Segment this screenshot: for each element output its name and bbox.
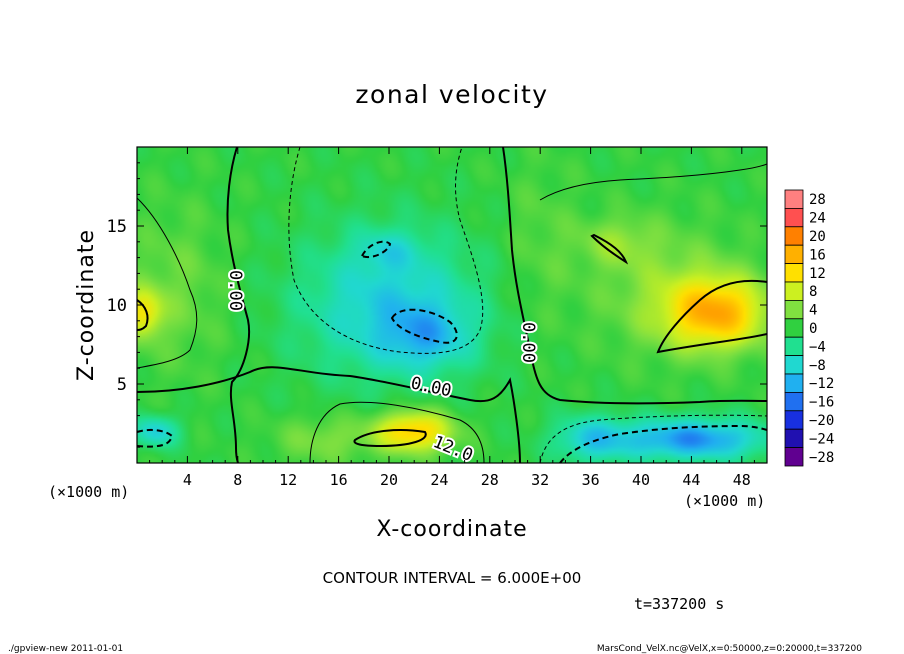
contour-interval: CONTOUR INTERVAL = 6.000E+00 <box>323 569 582 587</box>
footer-left: ./gpview-new 2011-01-01 <box>8 644 123 654</box>
contour-negative-bottom-left <box>136 428 174 448</box>
x-tick-label: 44 <box>682 471 700 489</box>
z-tick-label: 15 <box>107 217 127 237</box>
colorbar-label: −4 <box>809 339 826 355</box>
x-tick-label: 16 <box>330 471 348 489</box>
colorbar-label: −16 <box>809 395 834 411</box>
contour-positive-left <box>136 299 149 331</box>
colorbar-label: −28 <box>809 450 834 466</box>
colorbar-cell <box>784 447 804 467</box>
contour-thin-bottom-right <box>539 414 768 464</box>
footer-right: MarsCond_VelX.nc@VelX,x=0:50000,z=0:2000… <box>597 644 862 654</box>
x-tick-label: 8 <box>233 471 242 489</box>
contour-thin-right <box>539 163 768 201</box>
contour-negative-center <box>390 308 458 344</box>
contour-zero-right <box>502 146 768 405</box>
x-tick-label: 40 <box>632 471 650 489</box>
contour-positive-bottom <box>353 429 427 448</box>
colorbar-cell <box>784 318 804 338</box>
x-tick-label: 32 <box>531 471 549 489</box>
x-unit-left: (×1000 m) <box>48 483 129 501</box>
x-axis: 4 8 12 16 20 24 28 32 36 40 44 48 <box>149 147 755 489</box>
contour-zero-middle <box>136 366 521 464</box>
colorbar-label: 16 <box>809 247 826 263</box>
x-unit-right: (×1000 m) <box>684 492 765 510</box>
contour-lines <box>136 146 768 464</box>
z-tick-label: 10 <box>107 296 127 316</box>
x-tick-label: 36 <box>582 471 600 489</box>
colorbar-label: −24 <box>809 431 834 447</box>
contour-label: 0.00 <box>225 270 245 311</box>
contour-positive-upper-right <box>590 233 629 265</box>
colorbar-cell <box>784 336 804 357</box>
colorbar-label: 0 <box>809 321 817 337</box>
colorbar-label: 8 <box>809 284 817 300</box>
x-tick-label: 12 <box>279 471 297 489</box>
colorbar-label: 20 <box>809 229 826 245</box>
plot-area: 0.00 0.00 0.00 12.0 4 8 12 16 20 24 28 32 36 40 44… <box>107 146 768 489</box>
contour-positive-right <box>656 279 768 354</box>
z-axis: 5 10 15 <box>107 162 767 448</box>
colorbar-cell <box>784 207 804 228</box>
z-tick-label: 5 <box>117 375 127 395</box>
contour-zero-left <box>226 146 250 464</box>
x-tick-label: 48 <box>733 471 751 489</box>
colorbar-cell <box>784 189 804 209</box>
contour-thin-center <box>288 146 484 354</box>
time-stamp: t=337200 s <box>634 595 724 613</box>
contour-thin-bottom <box>309 401 485 464</box>
velocity-field <box>137 147 767 463</box>
colorbar-cell <box>784 428 804 449</box>
chart-title: zonal velocity <box>355 80 548 109</box>
colorbar-cell <box>784 355 804 375</box>
colorbar-label: −12 <box>809 376 834 392</box>
contour-negative-bottom-right <box>559 424 768 464</box>
colorbar-label: 24 <box>809 211 826 227</box>
y-axis-label: Z-coordinate <box>74 229 99 381</box>
colorbar-cell <box>784 263 804 283</box>
colorbar-cell <box>784 226 804 246</box>
colorbar-label: −20 <box>809 413 834 429</box>
x-tick-label: 24 <box>430 471 448 489</box>
x-tick-label: 28 <box>481 471 499 489</box>
colorbar-cell <box>784 299 804 320</box>
x-axis-label: X-coordinate <box>376 517 527 542</box>
x-tick-label: 4 <box>183 471 192 489</box>
colorbar-cell <box>784 373 804 393</box>
contour-label: 0.00 <box>518 322 538 363</box>
colorbar-cell <box>784 410 804 430</box>
colorbar-cell <box>784 391 804 412</box>
colorbar: 28 24 20 16 12 8 4 0 −4 −8 −12 −16 −20 −24 −28 <box>784 189 834 467</box>
colorbar-cell <box>784 281 804 301</box>
x-tick-label: 20 <box>380 471 398 489</box>
contour-negative-upper <box>360 240 392 258</box>
contour-thin-left <box>136 197 198 369</box>
colorbar-cell <box>784 244 804 264</box>
colorbar-label: −8 <box>809 358 826 374</box>
colorbar-label: 28 <box>809 192 826 208</box>
colorbar-label: 12 <box>809 266 826 282</box>
colorbar-label: 4 <box>809 303 817 319</box>
